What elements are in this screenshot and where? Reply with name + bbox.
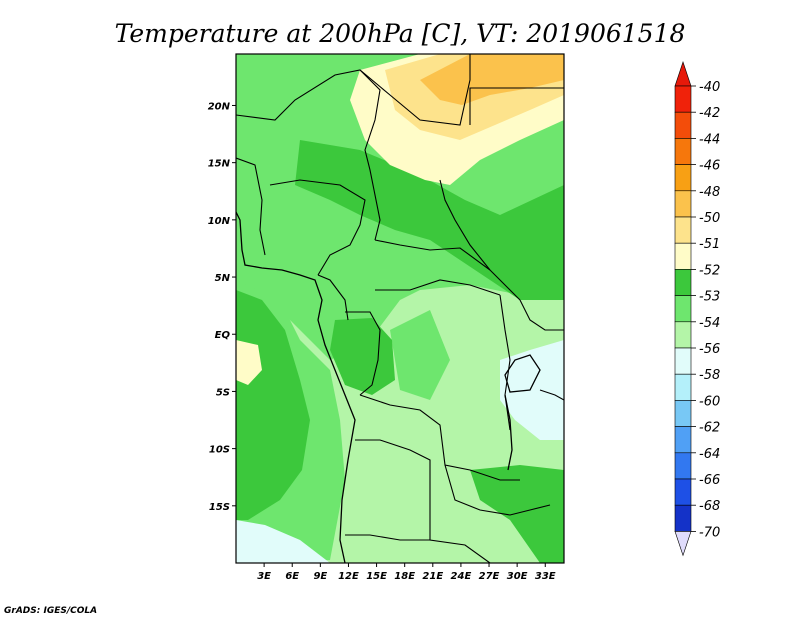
border-angola [355, 439, 491, 563]
colorbar-label: -44 [699, 132, 720, 147]
lon-tick-label: 12E [338, 571, 359, 582]
region-mid-green-east-band [390, 310, 450, 400]
lon-tick-label: 18E [394, 571, 415, 582]
lon-tick-label: 6E [285, 571, 299, 582]
colorbar-swatch [674, 321, 692, 349]
colorbar-label: -70 [699, 525, 720, 540]
region-dark-green-north-belt [295, 140, 564, 300]
colorbar-label: -53 [699, 290, 720, 305]
region-dark-green-southeast [470, 465, 564, 563]
border-northwest [236, 54, 471, 126]
coastline-lake-victoria [504, 354, 541, 393]
border-zambia [444, 464, 551, 516]
colorbar-label: -66 [699, 473, 720, 488]
lat-tick-label: 10N [208, 216, 231, 227]
region-yellow-coast [236, 340, 262, 385]
colorbar-swatch [674, 216, 692, 244]
coastline-lake-tanganyika [504, 394, 513, 471]
lon-tick-label: 30E [507, 571, 528, 582]
lon-tick-label: 21E [422, 571, 443, 582]
border-sudan [439, 179, 491, 271]
lon-tick-label: 3E [257, 571, 271, 582]
border-tanzania [539, 389, 564, 401]
grads-credit: GrADS: IGES/COLA [4, 606, 97, 616]
colorbar-swatch [674, 504, 692, 532]
colorbar-bottom-arrow [674, 531, 692, 557]
colorbar-label: -60 [699, 394, 720, 409]
region-cyan-southwest [236, 520, 330, 563]
border-car-south-sudan [374, 239, 521, 301]
colorbar-label: -54 [699, 316, 720, 331]
colorbar-swatch [674, 111, 692, 139]
latitude-axis: 20N 15N 10N 5N EQ 5S 10S 15S [208, 101, 236, 513]
lat-tick-label: 15N [208, 159, 231, 170]
border-drc-east [499, 294, 511, 431]
region-cyan-lake [500, 340, 564, 440]
map-title: Temperature at 200hPa [C], VT: 201906151… [115, 19, 686, 48]
colorbar-swatch [674, 242, 692, 270]
colorbar-legend: -40 -42 -44 -46 -48 -50 -51 -52 -53 -54 -56 -58 -60 -… [674, 61, 720, 557]
colorbar-label: -56 [699, 342, 720, 357]
lon-tick-label: 33E [535, 571, 556, 582]
border-namibia [345, 534, 430, 541]
border-cameroon [317, 274, 349, 321]
border-west-africa [236, 157, 266, 256]
map-frame [235, 53, 565, 564]
colorbar-swatch [674, 138, 692, 165]
border-east-nile [469, 87, 564, 125]
lon-tick-label: 15E [366, 571, 387, 582]
region-dark-green-congo [330, 318, 395, 395]
colorbar-label: -51 [699, 237, 720, 252]
coastline-west [236, 211, 356, 563]
colorbar-swatch [674, 190, 692, 218]
colorbar-label: -40 [699, 80, 720, 95]
colorbar-swatch [674, 373, 692, 401]
lon-tick-label: 9E [313, 571, 327, 582]
longitude-axis: 3E 6E 9E 12E 15E 18E 21E 24E 27E 30E 33E [257, 563, 556, 582]
colorbar-label: -62 [699, 421, 720, 436]
colorbar-label: -68 [699, 499, 720, 514]
colorbar-swatch [674, 85, 692, 113]
colorbar-label: -52 [699, 263, 720, 278]
border-east-africa [519, 299, 564, 331]
border-congo [345, 311, 381, 396]
colorbar-swatch [674, 295, 692, 323]
border-drc-north [375, 279, 501, 296]
colorbar-label: -50 [699, 211, 720, 226]
colorbar-swatch [674, 347, 692, 375]
lat-tick-label: 10S [209, 445, 230, 456]
country-borders [236, 54, 564, 563]
colorbar-swatch [674, 426, 692, 454]
colorbar-label: -42 [699, 106, 720, 121]
colorbar-label: -64 [699, 447, 720, 462]
colorbar-swatch [674, 164, 692, 192]
lat-tick-label: EQ [215, 330, 231, 341]
colorbar-swatch [674, 269, 692, 296]
colorbar-swatch [674, 478, 692, 506]
lat-tick-label: 15S [209, 502, 230, 513]
border-nigeria [269, 179, 366, 276]
colorbar-label: -48 [699, 185, 720, 200]
border-drc-south [359, 394, 520, 481]
colorbar-label: -46 [699, 159, 720, 174]
lon-tick-label: 24E [451, 571, 472, 582]
colorbar-swatch [674, 452, 692, 480]
colorbar-top-arrow [674, 61, 692, 87]
temperature-fill [236, 54, 564, 563]
colorbar-label: -58 [699, 368, 720, 383]
border-chad [359, 69, 381, 241]
region-orange-northeast [420, 54, 564, 105]
lat-tick-label: 20N [208, 101, 231, 112]
lat-tick-label: 5N [215, 273, 231, 284]
lat-tick-label: 5S [216, 387, 230, 398]
colorbar-swatch [674, 400, 692, 427]
lon-tick-label: 27E [479, 571, 500, 582]
temperature-map: 20N 15N 10N 5N EQ 5S 10S 15S 3E 6E 9E 12E 15E 18E 21E… [208, 53, 565, 582]
